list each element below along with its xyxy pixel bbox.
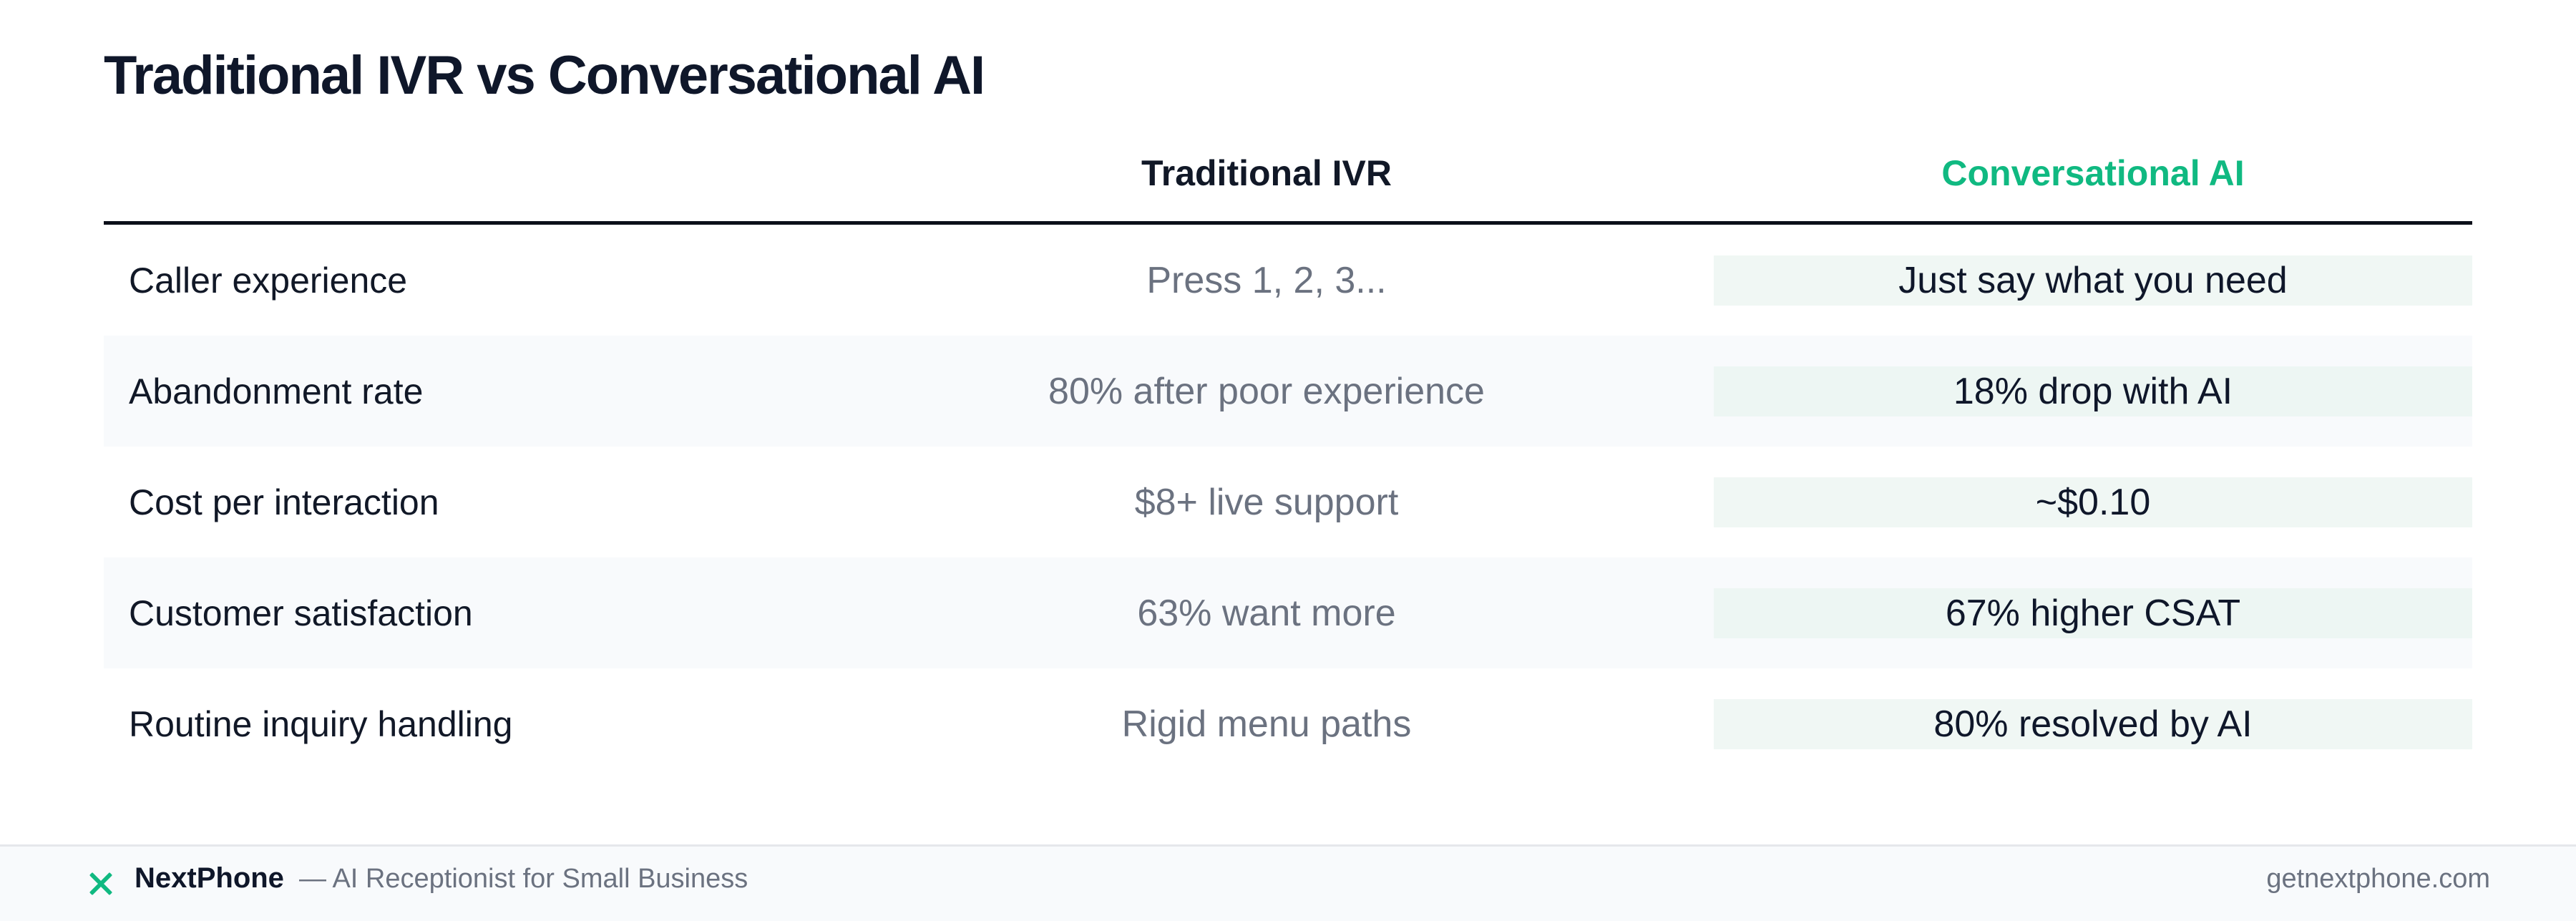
table-row: Customer satisfaction 63% want more 67% … (104, 557, 2472, 668)
row-label: Cost per interaction (129, 482, 439, 522)
brand-tagline: — AI Receptionist for Small Business (299, 864, 748, 894)
row-label: Caller experience (129, 260, 408, 301)
ai-value: 67% higher CSAT (1714, 588, 2472, 638)
ai-cell-wrapper: ~$0.10 (1714, 477, 2472, 527)
ai-cell-wrapper: 67% higher CSAT (1714, 588, 2472, 638)
footer: NextPhone — AI Receptionist for Small Bu… (0, 844, 2576, 921)
ai-cell-wrapper: 80% resolved by AI (1714, 698, 2472, 749)
table-row: Cost per interaction $8+ live support ~$… (104, 447, 2472, 557)
table-row: Abandonment rate 80% after poor experien… (104, 336, 2472, 447)
website-link[interactable]: getnextphone.com (2266, 864, 2490, 894)
row-label: Customer satisfaction (129, 593, 473, 633)
header-traditional-ivr: Traditional IVR (1141, 152, 1392, 193)
ai-cell-wrapper: 18% drop with AI (1714, 366, 2472, 416)
ai-value: Just say what you need (1714, 255, 2472, 306)
ivr-value: 80% after poor experience (1048, 370, 1485, 412)
brand-name: NextPhone (135, 862, 284, 894)
row-label: Abandonment rate (129, 371, 424, 411)
page-title: Traditional IVR vs Conversational AI (104, 45, 985, 106)
header-empty (104, 143, 819, 221)
ai-cell-wrapper: Just say what you need (1714, 255, 2472, 306)
table-row: Caller experience Press 1, 2, 3... Just … (104, 225, 2472, 336)
comparison-table: Traditional IVR Conversational AI Caller… (104, 143, 2472, 779)
table-row: Routine inquiry handling Rigid menu path… (104, 668, 2472, 779)
ai-value: 80% resolved by AI (1714, 698, 2472, 749)
ivr-value: Rigid menu paths (1121, 703, 1412, 745)
brand-x-icon (88, 871, 114, 897)
ai-value: ~$0.10 (1714, 477, 2472, 527)
row-label: Routine inquiry handling (129, 703, 513, 744)
header-conversational-ai: Conversational AI (1941, 152, 2245, 193)
ai-value: 18% drop with AI (1714, 366, 2472, 416)
ivr-value: Press 1, 2, 3... (1146, 259, 1387, 301)
ivr-value: $8+ live support (1134, 481, 1399, 523)
table-header: Traditional IVR Conversational AI (104, 143, 2472, 225)
ivr-value: 63% want more (1137, 592, 1396, 634)
